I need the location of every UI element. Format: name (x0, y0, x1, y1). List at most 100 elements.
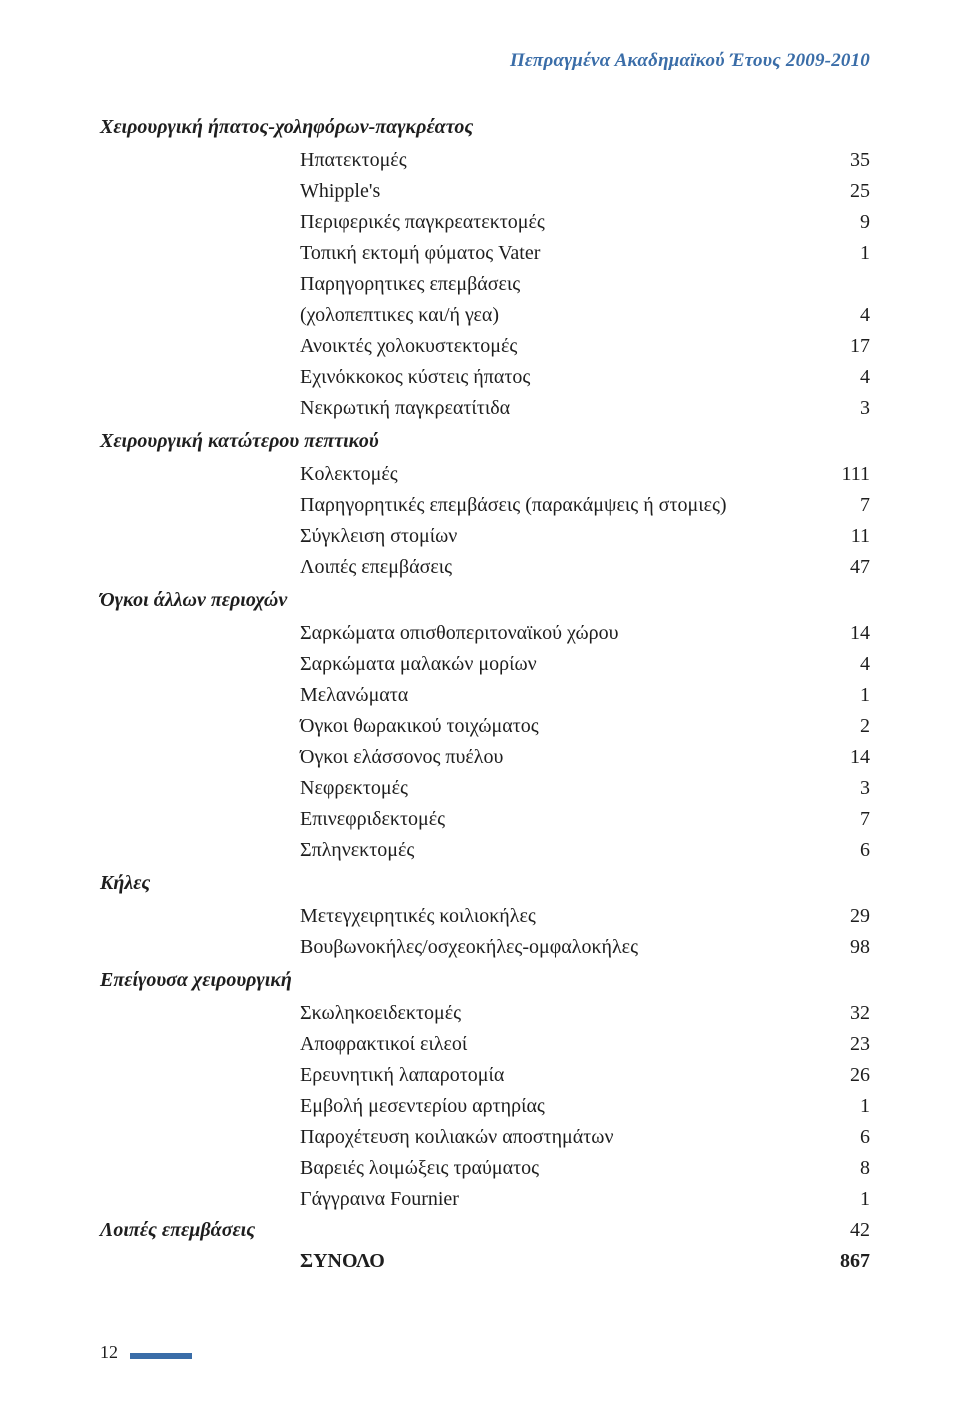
row-label: Αποφρακτικοί ειλεοί (300, 1029, 815, 1060)
total-value: 867 (815, 1246, 870, 1277)
row-value: 32 (815, 998, 870, 1029)
row-label: Περιφερικές παγκρεατεκτομές (300, 207, 815, 238)
data-row: Μελανώματα1 (100, 680, 870, 711)
footer-accent-bar (130, 1353, 192, 1359)
row-value: 42 (815, 1215, 870, 1246)
row-label: (χολοπεπτικες και/ή γεα) (300, 300, 815, 331)
data-row: Hπατεκτομές35 (100, 145, 870, 176)
row-value: 4 (815, 362, 870, 393)
row-value: 23 (815, 1029, 870, 1060)
data-row: Παρηγορητικές επεμβάσεις (παρακάμψεις ή … (100, 490, 870, 521)
content-body: Χειρουργική ήπατος-χοληφόρων-παγκρέατοςH… (100, 112, 870, 1277)
row-value: 35 (815, 145, 870, 176)
row-label: Επινεφριδεκτομές (300, 804, 815, 835)
data-row: Όγκοι θωρακικού τοιχώματος2 (100, 711, 870, 742)
row-value: 1 (815, 238, 870, 269)
data-row: Λοιπές επεμβάσεις47 (100, 552, 870, 583)
row-value: 14 (815, 618, 870, 649)
row-value: 7 (815, 804, 870, 835)
row-label: Νεκρωτική παγκρεατίτιδα (300, 393, 815, 424)
row-label: Σπληνεκτομές (300, 835, 815, 866)
row-value: 3 (815, 773, 870, 804)
row-value: 47 (815, 552, 870, 583)
data-row: (χολοπεπτικες και/ή γεα)4 (100, 300, 870, 331)
row-label: Whipple's (300, 176, 815, 207)
row-label: Όγκοι ελάσσονος πυέλου (300, 742, 815, 773)
data-row: Περιφερικές παγκρεατεκτομές9 (100, 207, 870, 238)
row-value: 11 (815, 521, 870, 552)
page-header: Πεπραγμένα Ακαδημαϊκού Έτους 2009-2010 (100, 50, 870, 72)
data-row: Τοπική εκτομή φύματος Vater1 (100, 238, 870, 269)
row-value: 98 (815, 932, 870, 963)
row-value: 4 (815, 300, 870, 331)
data-row: Όγκοι ελάσσονος πυέλου14 (100, 742, 870, 773)
row-value: 8 (815, 1153, 870, 1184)
row-label: Σύγκλειση στομίων (300, 521, 815, 552)
section-heading: Λοιπές επεμβάσεις (100, 1215, 255, 1246)
row-label: Εμβολή μεσεντερίου αρτηρίας (300, 1091, 815, 1122)
row-label: Σαρκώματα μαλακών μορίων (300, 649, 815, 680)
row-label: Νεφρεκτομές (300, 773, 815, 804)
section-heading: Κήλες (100, 868, 870, 899)
row-label: Μετεγχειρητικές κοιλιοκήλες (300, 901, 815, 932)
row-value: 4 (815, 649, 870, 680)
data-row: Αποφρακτικοί ειλεοί23 (100, 1029, 870, 1060)
data-row: Βουβωνοκήλες/οσχεοκήλες-ομφαλοκήλες98 (100, 932, 870, 963)
section-heading: Επείγουσα χειρουργική (100, 965, 870, 996)
page-number: 12 (100, 1342, 118, 1363)
row-label: Μελανώματα (300, 680, 815, 711)
row-value: 1 (815, 680, 870, 711)
row-label: Ανοικτές χολοκυστεκτομές (300, 331, 815, 362)
data-row: Σαρκώματα οπισθοπεριτοναϊκού χώρου14 (100, 618, 870, 649)
row-label: Γάγγραινα Fournier (300, 1184, 815, 1215)
row-value: 25 (815, 176, 870, 207)
row-label: Όγκοι θωρακικού τοιχώματος (300, 711, 815, 742)
inline-section: Λοιπές επεμβάσεις 42 (100, 1215, 870, 1246)
data-row: Σύγκλειση στομίων11 (100, 521, 870, 552)
data-row: Ερευνητική λαπαροτομία26 (100, 1060, 870, 1091)
page-footer: 12 (100, 1342, 192, 1363)
row-label: Σκωληκοειδεκτομές (300, 998, 815, 1029)
row-label: Τοπική εκτομή φύματος Vater (300, 238, 815, 269)
data-row: Βαρειές λοιμώξεις τραύματος8 (100, 1153, 870, 1184)
data-row: Παρηγορητικες επεμβάσεις (100, 269, 870, 300)
row-value: 6 (815, 1122, 870, 1153)
row-value: 111 (815, 459, 870, 490)
data-row: Νεφρεκτομές3 (100, 773, 870, 804)
row-value: 14 (815, 742, 870, 773)
row-label: Λοιπές επεμβάσεις (300, 552, 815, 583)
row-label: Hπατεκτομές (300, 145, 815, 176)
row-value: 1 (815, 1184, 870, 1215)
row-value: 29 (815, 901, 870, 932)
total-label: ΣΥΝΟΛΟ (300, 1246, 815, 1277)
row-label: Παροχέτευση κοιλιακών αποστημάτων (300, 1122, 815, 1153)
data-row: Κολεκτομές111 (100, 459, 870, 490)
data-row: Επινεφριδεκτομές7 (100, 804, 870, 835)
row-value: 6 (815, 835, 870, 866)
row-value: 9 (815, 207, 870, 238)
total-row: ΣΥΝΟΛΟ867 (100, 1246, 870, 1277)
row-value: 7 (815, 490, 870, 521)
data-row: Παροχέτευση κοιλιακών αποστημάτων6 (100, 1122, 870, 1153)
row-label: Κολεκτομές (300, 459, 815, 490)
row-label: Παρηγορητικές επεμβάσεις (παρακάμψεις ή … (300, 490, 815, 521)
data-row: Νεκρωτική παγκρεατίτιδα3 (100, 393, 870, 424)
section-heading: Χειρουργική κατώτερου πεπτικού (100, 426, 870, 457)
row-value: 2 (815, 711, 870, 742)
data-row: Εμβολή μεσεντερίου αρτηρίας1 (100, 1091, 870, 1122)
row-label: Ερευνητική λαπαροτομία (300, 1060, 815, 1091)
data-row: Σαρκώματα μαλακών μορίων4 (100, 649, 870, 680)
data-row: Σπληνεκτομές6 (100, 835, 870, 866)
section-heading: Όγκοι άλλων περιοχών (100, 585, 870, 616)
data-row: Μετεγχειρητικές κοιλιοκήλες29 (100, 901, 870, 932)
row-label: Βαρειές λοιμώξεις τραύματος (300, 1153, 815, 1184)
row-label: Βουβωνοκήλες/οσχεοκήλες-ομφαλοκήλες (300, 932, 815, 963)
row-label: Eχινόκκοκος κύστεις ήπατος (300, 362, 815, 393)
row-value: 1 (815, 1091, 870, 1122)
data-row: Σκωληκοειδεκτομές32 (100, 998, 870, 1029)
data-row: Whipple's25 (100, 176, 870, 207)
data-row: Eχινόκκοκος κύστεις ήπατος4 (100, 362, 870, 393)
section-heading: Χειρουργική ήπατος-χοληφόρων-παγκρέατος (100, 112, 870, 143)
row-label: Σαρκώματα οπισθοπεριτοναϊκού χώρου (300, 618, 815, 649)
row-value: 3 (815, 393, 870, 424)
